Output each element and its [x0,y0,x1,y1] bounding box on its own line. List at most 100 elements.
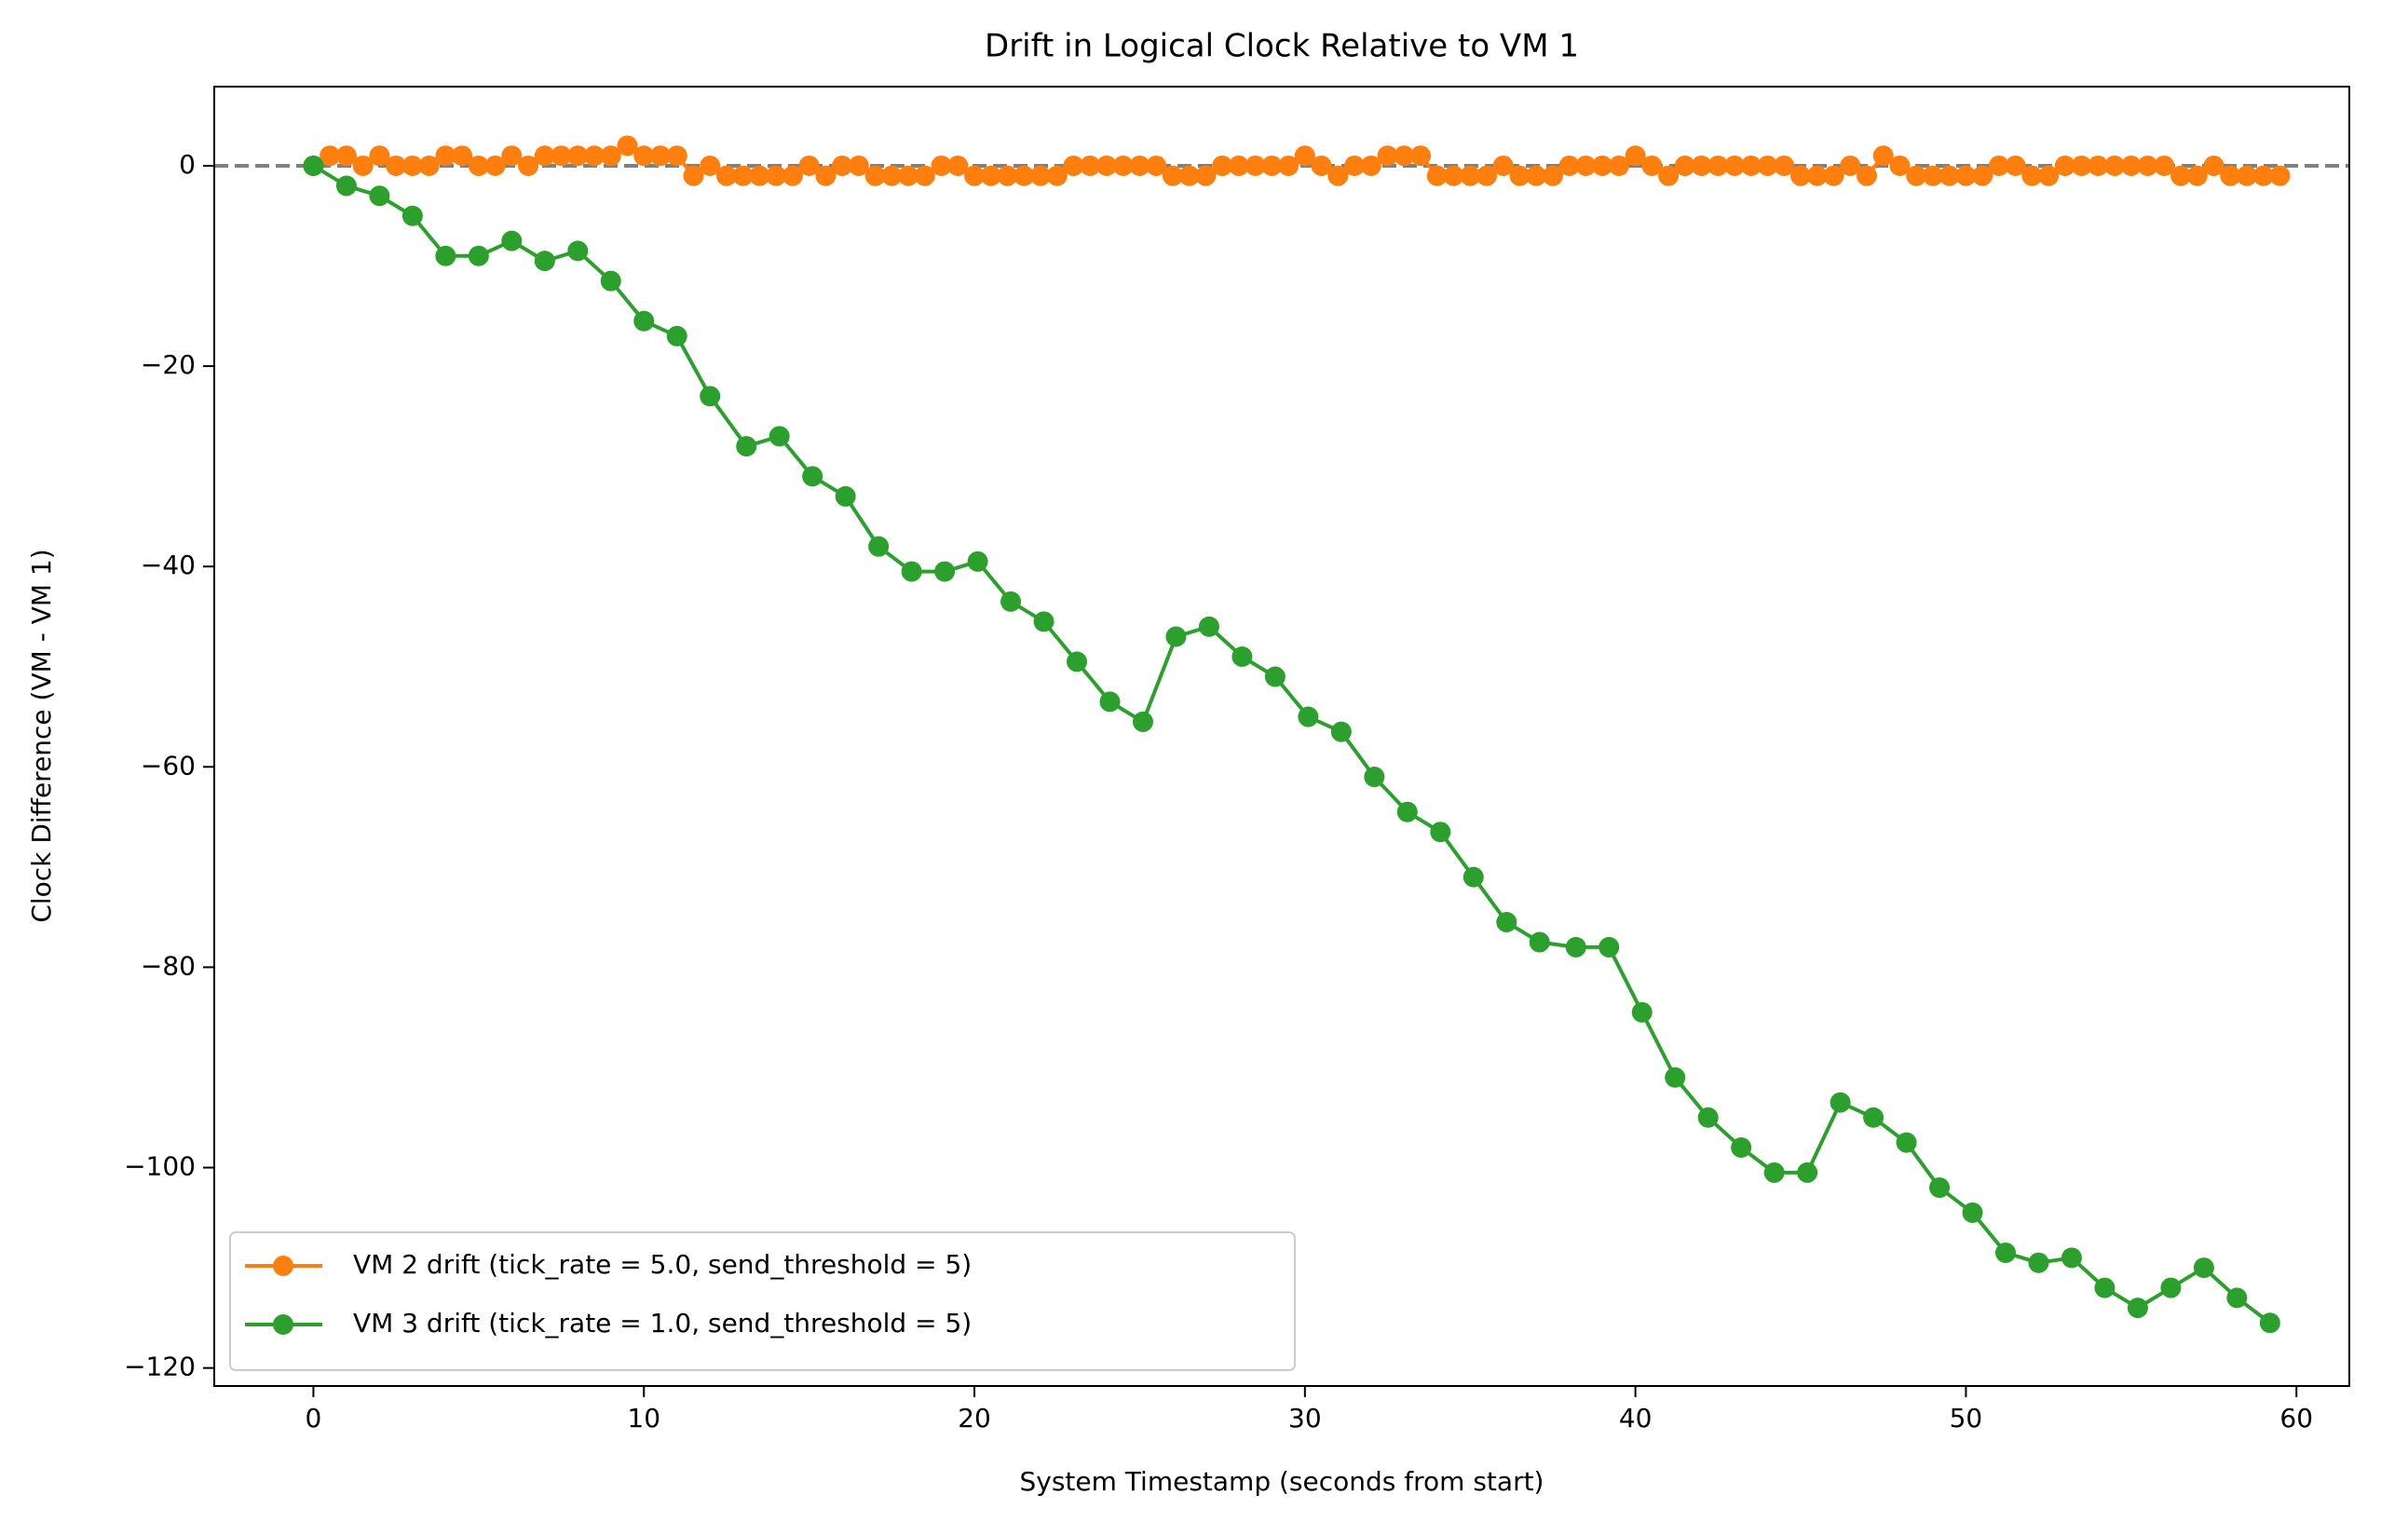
data-point [1000,591,1022,612]
data-point [1830,1092,1851,1113]
data-point [1665,1067,1686,1088]
data-point [1063,155,1084,176]
data-point [1674,155,1695,176]
data-point [1165,626,1187,647]
data-point [518,155,539,176]
data-point [1129,155,1150,176]
data-point [2137,155,2158,176]
data-point [1509,165,1531,186]
data-point [1763,1162,1785,1183]
data-point [1922,165,1943,186]
data-point [320,145,341,167]
y-axis-label: Clock Difference (VM - VM 1) [26,549,57,922]
data-point [769,426,790,447]
data-point [967,550,988,572]
data-point [1067,651,1088,673]
data-point [1872,145,1894,167]
data-point [1095,155,1117,176]
legend-box [229,1231,1296,1371]
data-point [1080,155,1101,176]
data-point [914,165,935,186]
data-point [1396,801,1418,822]
data-point [1863,1107,1884,1128]
data-point [1046,165,1068,186]
data-point [1228,155,1249,176]
data-point [1697,1107,1719,1128]
data-point [1731,1137,1752,1159]
data-point [1542,165,1563,186]
data-point [1294,145,1315,167]
data-point [1757,155,1778,176]
x-tick-label: 50 [1950,1403,1983,1434]
data-point [335,145,357,167]
data-point [1526,165,1547,186]
data-point [1806,165,1828,186]
data-point [1330,721,1352,742]
legend-swatch-marker [273,1256,293,1276]
x-tick-label: 60 [2279,1403,2313,1434]
data-point [369,185,390,207]
data-point [649,145,671,167]
data-point [1889,155,1911,176]
data-point [700,386,721,407]
data-point [600,145,621,167]
data-point [1327,165,1349,186]
legend-swatch-marker [273,1314,293,1335]
data-point [1906,165,1927,186]
data-point [1443,165,1464,186]
data-point [1840,155,1861,176]
data-point [931,155,952,176]
data-point [2054,155,2075,176]
plot-frame [213,86,2350,1387]
data-point [782,165,803,186]
legend-label: VM 3 drift (tick_rate = 1.0, send_thresh… [353,1308,972,1339]
data-point [1625,145,1646,167]
data-point [1033,611,1054,632]
data-point [1014,165,1035,186]
data-point [468,245,489,266]
data-point [766,165,787,186]
data-point [1939,165,1960,186]
data-point [901,561,922,582]
data-point [1823,165,1844,186]
data-point [997,165,1018,186]
data-point [1410,145,1432,167]
data-point [2028,1252,2049,1273]
data-point [815,165,837,186]
data-point [633,145,655,167]
data-point [1231,645,1253,667]
data-point [1599,936,1620,958]
data-point [1856,165,1877,186]
data-point [1995,1242,2017,1263]
data-point [2094,1277,2116,1298]
data-point [352,155,374,176]
data-point [1311,155,1332,176]
data-point [798,155,820,176]
data-point [881,165,903,186]
data-point [1245,155,1266,176]
data-point [1641,155,1663,176]
data-point [715,165,737,186]
data-point [1112,155,1134,176]
data-point [551,145,572,167]
data-point [1195,165,1217,186]
data-point [452,145,473,167]
data-point [980,165,1001,186]
data-point [2252,165,2274,186]
data-point [947,155,969,176]
chart-title: Drift in Logical Clock Relative to VM 1 [985,28,1579,65]
legend-label: VM 2 drift (tick_rate = 5.0, send_thresh… [353,1249,972,1280]
data-point [868,536,890,557]
data-point [1099,691,1121,713]
data-point [600,270,621,292]
data-point [534,251,555,272]
data-point [1198,616,1219,637]
data-point [2021,165,2043,186]
data-point [1377,145,1398,167]
data-point [1565,936,1586,958]
data-point [1797,1162,1818,1183]
data-point [1929,1177,1951,1199]
data-point [1162,165,1183,186]
data-point [335,175,357,197]
